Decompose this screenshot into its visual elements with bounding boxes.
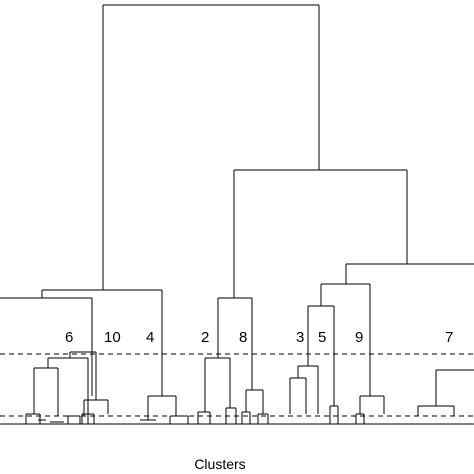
cut-lines	[0, 353, 474, 417]
cluster-label-6: 6	[65, 329, 73, 346]
cluster-label-3: 3	[296, 329, 304, 346]
cluster-label-10: 10	[104, 329, 121, 346]
cluster-label-2: 2	[201, 329, 209, 346]
cluster-label-5: 5	[318, 329, 326, 346]
cluster-label-9: 9	[355, 329, 363, 346]
tree-branches	[0, 4, 474, 424]
cluster-label-4: 4	[146, 329, 154, 346]
x-axis-label: Clusters	[194, 456, 245, 472]
cluster-label-7: 7	[445, 329, 453, 346]
cluster-label-8: 8	[239, 329, 247, 346]
